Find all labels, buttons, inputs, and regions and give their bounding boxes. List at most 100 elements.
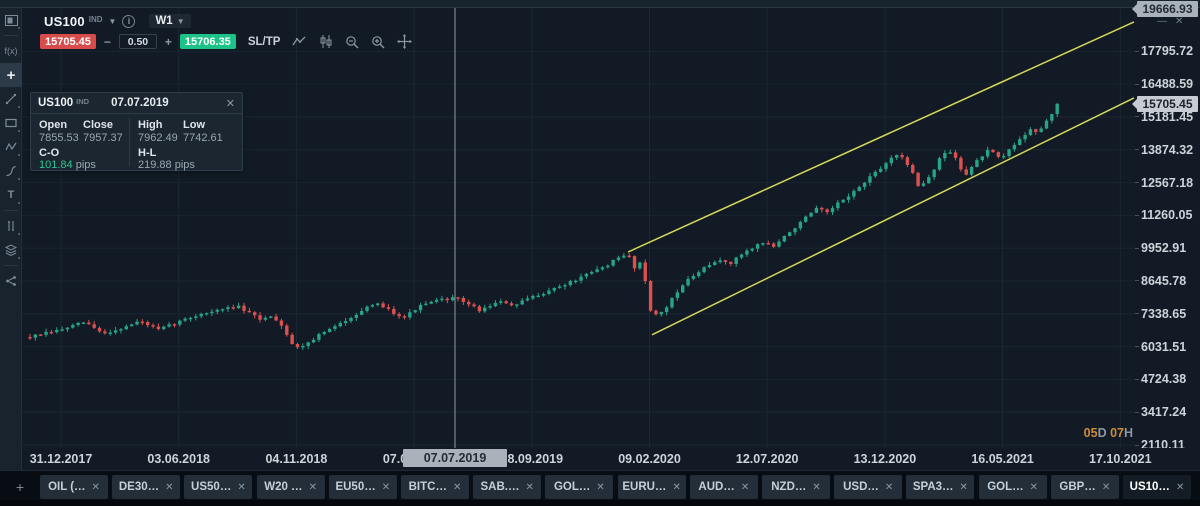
tab-close-icon[interactable]: ✕ — [672, 481, 681, 493]
price-tick — [1135, 444, 1139, 446]
tooltip-header: US100 IND 07.07.2019 ✕ — [31, 93, 242, 114]
instrument-tab[interactable]: EURU… ✕ — [617, 475, 686, 499]
tab-close-icon[interactable]: ✕ — [452, 481, 462, 493]
add-tab-button[interactable]: + — [15, 479, 25, 495]
instrument-tab[interactable]: GOL… ✕ — [978, 475, 1047, 499]
tab-close-icon[interactable]: ✕ — [308, 481, 317, 493]
tab-close-icon[interactable]: ✕ — [884, 481, 894, 493]
timeframe-button[interactable]: W1 ▼ — [149, 14, 191, 28]
price-axis[interactable]: 17795.72 16488.59 15181.45 13874.32 12567.18… — [1135, 8, 1200, 452]
open-value: 7855.53 — [39, 132, 79, 144]
tab-close-icon[interactable]: ✕ — [959, 481, 968, 493]
tab-close-icon[interactable]: ✕ — [1175, 481, 1185, 493]
tab-label: US50… — [191, 481, 232, 493]
price-tick — [1135, 116, 1139, 118]
tooltip-close-icon[interactable]: ✕ — [225, 97, 235, 110]
high-value: 7962.49 — [138, 132, 178, 144]
sell-button[interactable]: 15705.45 — [40, 34, 96, 49]
price-tick — [1135, 280, 1139, 282]
instrument-tab[interactable]: SPA3… ✕ — [906, 475, 975, 499]
date-axis-label: 13.12.2020 — [853, 452, 917, 466]
zigzag-tool-icon[interactable] — [0, 135, 22, 159]
tab-close-icon[interactable]: ✕ — [740, 481, 750, 493]
info-icon[interactable]: i — [122, 14, 136, 28]
hl-value: 219.88 pips — [138, 159, 195, 171]
price-tick — [1135, 83, 1139, 85]
candlestick-type-icon[interactable] — [319, 35, 333, 48]
minimize-icon[interactable]: — — [1157, 16, 1167, 27]
tab-label: AUD… — [698, 481, 735, 493]
price-tick — [1135, 149, 1139, 151]
tab-close-icon[interactable]: ✕ — [812, 481, 821, 493]
tab-close-icon[interactable]: ✕ — [525, 481, 534, 493]
symbol-dropdown-icon[interactable]: ▼ — [108, 16, 117, 26]
volume-plus-button[interactable]: + — [164, 34, 172, 49]
zoom-in-icon[interactable] — [371, 35, 385, 49]
tab-label: DE30… — [118, 481, 160, 493]
instrument-tab[interactable]: OIL (… ✕ — [40, 475, 108, 499]
price-axis-label: 17795.72 — [1141, 44, 1194, 59]
tab-close-icon[interactable]: ✕ — [381, 481, 391, 493]
date-axis-label: 12.07.2020 — [735, 452, 799, 466]
tab-close-icon[interactable]: ✕ — [165, 481, 174, 493]
trendline-tool-icon[interactable] — [0, 87, 22, 111]
instrument-tab[interactable]: DE30… ✕ — [112, 475, 181, 499]
sltp-button[interactable]: SL/TP — [247, 35, 281, 48]
instrument-tab[interactable]: USD… ✕ — [834, 475, 903, 499]
co-label: C-O — [39, 147, 60, 159]
chart-window-controls: — ✕ — [1157, 17, 1183, 27]
tab-close-icon[interactable]: ✕ — [237, 481, 246, 493]
line-chart-icon[interactable] — [292, 35, 307, 48]
share-tool-icon[interactable] — [0, 269, 22, 293]
tab-close-icon[interactable]: ✕ — [1029, 481, 1038, 493]
buy-button[interactable]: 15706.35 — [179, 34, 236, 49]
price-axis-label: 7338.65 — [1141, 306, 1187, 321]
date-axis-label: 03.06.2018 — [147, 452, 210, 466]
instrument-type-badge: IND — [88, 14, 103, 24]
order-toolbar: 15705.45 − 0.50 + 15706.35 SL/TP — [40, 34, 413, 49]
move-chart-icon[interactable] — [397, 34, 413, 49]
layers-tool-icon[interactable] — [0, 238, 22, 262]
low-value: 7742.61 — [183, 132, 223, 144]
price-tick — [1135, 378, 1139, 380]
date-axis[interactable]: 31.12.201703.06.201804.11.201807.04.2019… — [22, 448, 1200, 470]
instrument-tab[interactable]: W20 … ✕ — [256, 475, 325, 499]
chart-panel[interactable] — [22, 8, 1135, 448]
price-chart[interactable] — [22, 8, 1135, 448]
price-axis-label: 13874.32 — [1141, 142, 1194, 157]
fibonacci-tool-icon[interactable] — [0, 159, 22, 183]
tab-close-icon[interactable]: ✕ — [91, 481, 100, 493]
chart-layout-icon[interactable] — [0, 8, 22, 32]
price-axis-label: 8645.78 — [1141, 273, 1187, 288]
instrument-tab[interactable]: AUD… ✕ — [689, 475, 758, 499]
instrument-tab[interactable]: US10… ✕ — [1123, 475, 1191, 499]
zoom-out-icon[interactable] — [345, 35, 359, 49]
text-tool-icon[interactable]: T — [0, 183, 22, 207]
instrument-tab[interactable]: BITC… ✕ — [401, 475, 469, 499]
tab-label: OIL (… — [48, 481, 86, 493]
hl-label: H-L — [138, 147, 157, 159]
indicators-icon[interactable]: f(x) — [4, 46, 18, 56]
instrument-tab[interactable]: US50… ✕ — [184, 475, 253, 499]
instrument-tab[interactable]: EU50… ✕ — [328, 475, 397, 499]
volume-input[interactable]: 0.50 — [118, 34, 157, 49]
volume-minus-button[interactable]: − — [103, 34, 111, 49]
date-axis-label: 04.11.2018 — [265, 452, 328, 466]
tab-label: W20 … — [264, 481, 303, 493]
rectangle-tool-icon[interactable] — [0, 111, 22, 135]
close-icon[interactable]: ✕ — [1175, 16, 1184, 27]
instrument-tab[interactable]: NZD… ✕ — [762, 475, 830, 499]
drawing-toolbar: f(x) + T — [0, 8, 22, 470]
tab-label: BITC… — [408, 481, 447, 493]
tab-close-icon[interactable]: ✕ — [596, 481, 605, 493]
instrument-tab[interactable]: SAB.… ✕ — [473, 475, 542, 499]
instrument-tab[interactable]: GBP… ✕ — [1050, 475, 1119, 499]
measure-tool-icon[interactable] — [0, 214, 22, 238]
current-price-tag: 15705.45 — [1132, 95, 1198, 112]
crosshair-tool-icon[interactable]: + — [0, 63, 22, 87]
tab-label: SAB.… — [480, 481, 520, 493]
instrument-toolbar: US100 IND ▼ i W1 ▼ — [44, 13, 191, 29]
trendline-price-tag: 19666.93 — [1132, 1, 1198, 17]
tab-close-icon[interactable]: ✕ — [1101, 481, 1111, 493]
instrument-tab[interactable]: GOL… ✕ — [545, 475, 614, 499]
